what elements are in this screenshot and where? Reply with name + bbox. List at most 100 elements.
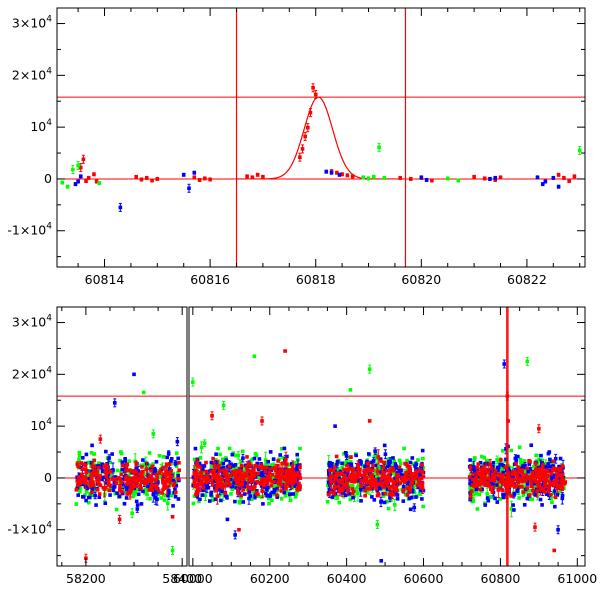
data-marker: [154, 459, 159, 464]
data-marker: [240, 449, 245, 454]
data-point: [239, 459, 243, 463]
data-point: [348, 460, 353, 464]
data-marker: [529, 443, 534, 448]
data-marker: [155, 469, 160, 473]
data-point: [240, 449, 245, 454]
data-marker: [130, 511, 134, 516]
data-point: [325, 499, 330, 504]
data-marker: [237, 499, 242, 504]
data-point: [488, 176, 492, 181]
data-marker: [247, 496, 251, 501]
data-point: [266, 496, 271, 501]
data-point: [142, 463, 146, 468]
data-marker: [135, 487, 140, 492]
data-marker: [383, 452, 388, 457]
data-marker: [159, 474, 163, 479]
data-marker: [97, 461, 101, 466]
data-point: [424, 177, 429, 182]
data-marker: [221, 457, 225, 462]
data-point: [384, 463, 388, 468]
data-point: [386, 457, 391, 461]
data-point: [239, 496, 243, 500]
data-marker: [501, 449, 505, 453]
data-marker: [419, 490, 423, 495]
data-marker: [159, 496, 163, 500]
data-point: [136, 483, 141, 487]
data-marker: [195, 469, 200, 474]
data-marker: [135, 503, 140, 507]
data-point: [430, 178, 434, 183]
data-point: [93, 491, 97, 500]
data-marker: [78, 486, 83, 491]
data-point: [221, 461, 226, 466]
data-point: [76, 179, 80, 184]
data-marker: [482, 176, 487, 181]
data-marker: [391, 456, 395, 460]
data-marker: [133, 491, 137, 495]
data-point: [103, 501, 108, 506]
data-marker: [104, 449, 108, 454]
data-point: [280, 446, 284, 451]
data-point: [270, 498, 274, 502]
data-point: [263, 493, 268, 498]
data-point: [562, 175, 566, 180]
data-marker: [398, 176, 402, 180]
data-marker: [350, 483, 355, 488]
data-point: [227, 446, 232, 451]
data-point: [171, 504, 175, 508]
data-marker: [556, 184, 561, 189]
data-point: [498, 175, 503, 180]
data-marker: [540, 182, 545, 186]
data-point: [493, 496, 497, 501]
data-marker: [445, 176, 450, 181]
data-point: [86, 495, 91, 500]
data-point: [547, 450, 552, 454]
data-marker: [209, 464, 214, 469]
data-marker: [392, 459, 397, 464]
data-marker: [144, 176, 149, 180]
data-marker: [411, 462, 416, 466]
data-point: [268, 450, 273, 454]
data-marker: [430, 178, 434, 183]
data-point: [412, 503, 417, 512]
data-point: [482, 455, 486, 460]
data-marker: [300, 147, 305, 151]
data-point: [456, 178, 461, 183]
data-point: [493, 175, 498, 180]
data-point: [139, 177, 144, 182]
data-point: [110, 452, 114, 456]
data-marker: [148, 497, 152, 501]
data-point: [366, 176, 371, 181]
data-point: [97, 461, 101, 466]
data-point: [145, 464, 150, 469]
data-marker: [493, 176, 498, 180]
data-point: [216, 446, 220, 451]
data-point: [421, 504, 425, 509]
data-marker: [493, 496, 497, 501]
data-marker: [200, 493, 205, 497]
data-marker: [65, 184, 70, 189]
data-point: [200, 493, 205, 497]
data-point: [279, 497, 284, 501]
data-point: [267, 501, 271, 506]
data-point: [383, 449, 388, 460]
data-marker: [295, 452, 300, 457]
data-point: [385, 499, 389, 504]
data-point: [157, 453, 162, 458]
data-point: [398, 175, 402, 180]
y-tick-label: 2×104: [12, 66, 52, 82]
data-point: [517, 496, 521, 500]
data-marker: [241, 456, 245, 460]
data-point: [221, 457, 225, 462]
y-tick-exponent: 4: [46, 222, 52, 232]
data-point: [108, 493, 112, 497]
data-point: [515, 489, 519, 493]
data-point: [135, 503, 140, 507]
data-marker: [402, 446, 406, 451]
data-point: [266, 459, 270, 464]
data-marker: [141, 477, 145, 482]
data-marker: [92, 452, 96, 456]
data-marker: [187, 186, 191, 191]
data-marker: [263, 458, 268, 462]
